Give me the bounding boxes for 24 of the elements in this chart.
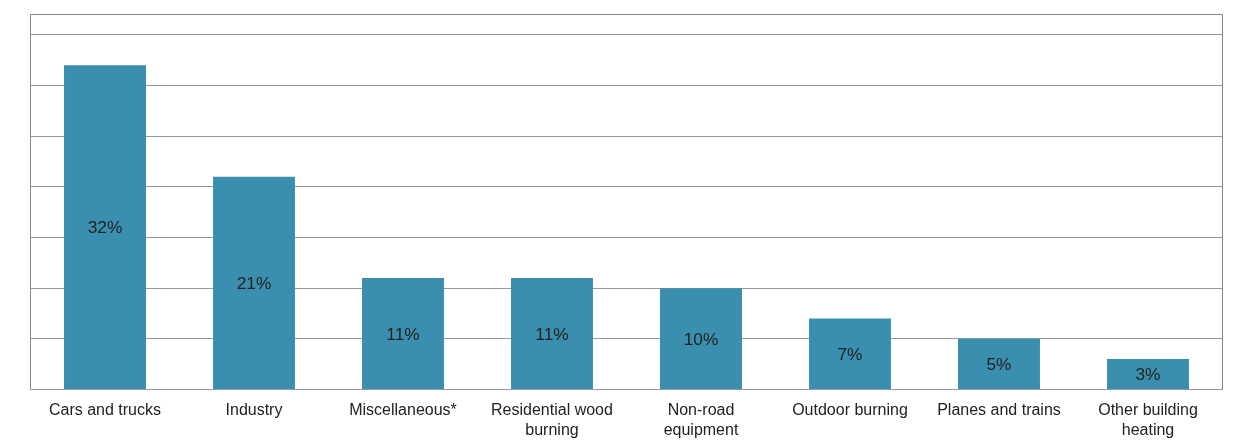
bar (1107, 359, 1189, 390)
x-tick-label: Residential wood burning (491, 400, 613, 438)
data-label: 11% (386, 323, 420, 344)
bar (809, 318, 891, 390)
x-tick-label: Non-road equipment (663, 400, 739, 438)
data-label: 5% (986, 354, 1012, 375)
bar (213, 176, 295, 390)
data-label: 7% (837, 344, 863, 365)
bar (64, 65, 146, 390)
data-label: 21% (236, 273, 272, 294)
data-label: 11% (535, 323, 569, 344)
x-tick-label: Miscellaneous* (349, 400, 457, 418)
x-tick-label: Cars and trucks (48, 400, 162, 418)
bar (511, 278, 593, 390)
data-label: 3% (1135, 364, 1161, 385)
data-label: 32% (87, 217, 123, 238)
bar (660, 288, 742, 390)
bar (958, 338, 1040, 390)
x-tick-label: Planes and trains (937, 400, 1061, 418)
bar (362, 278, 444, 390)
x-tick-label: Industry (225, 400, 283, 418)
x-tick-label: Outdoor burning (792, 400, 908, 418)
x-tick-label: Other building heating (1098, 400, 1198, 438)
data-label: 10% (683, 328, 719, 349)
